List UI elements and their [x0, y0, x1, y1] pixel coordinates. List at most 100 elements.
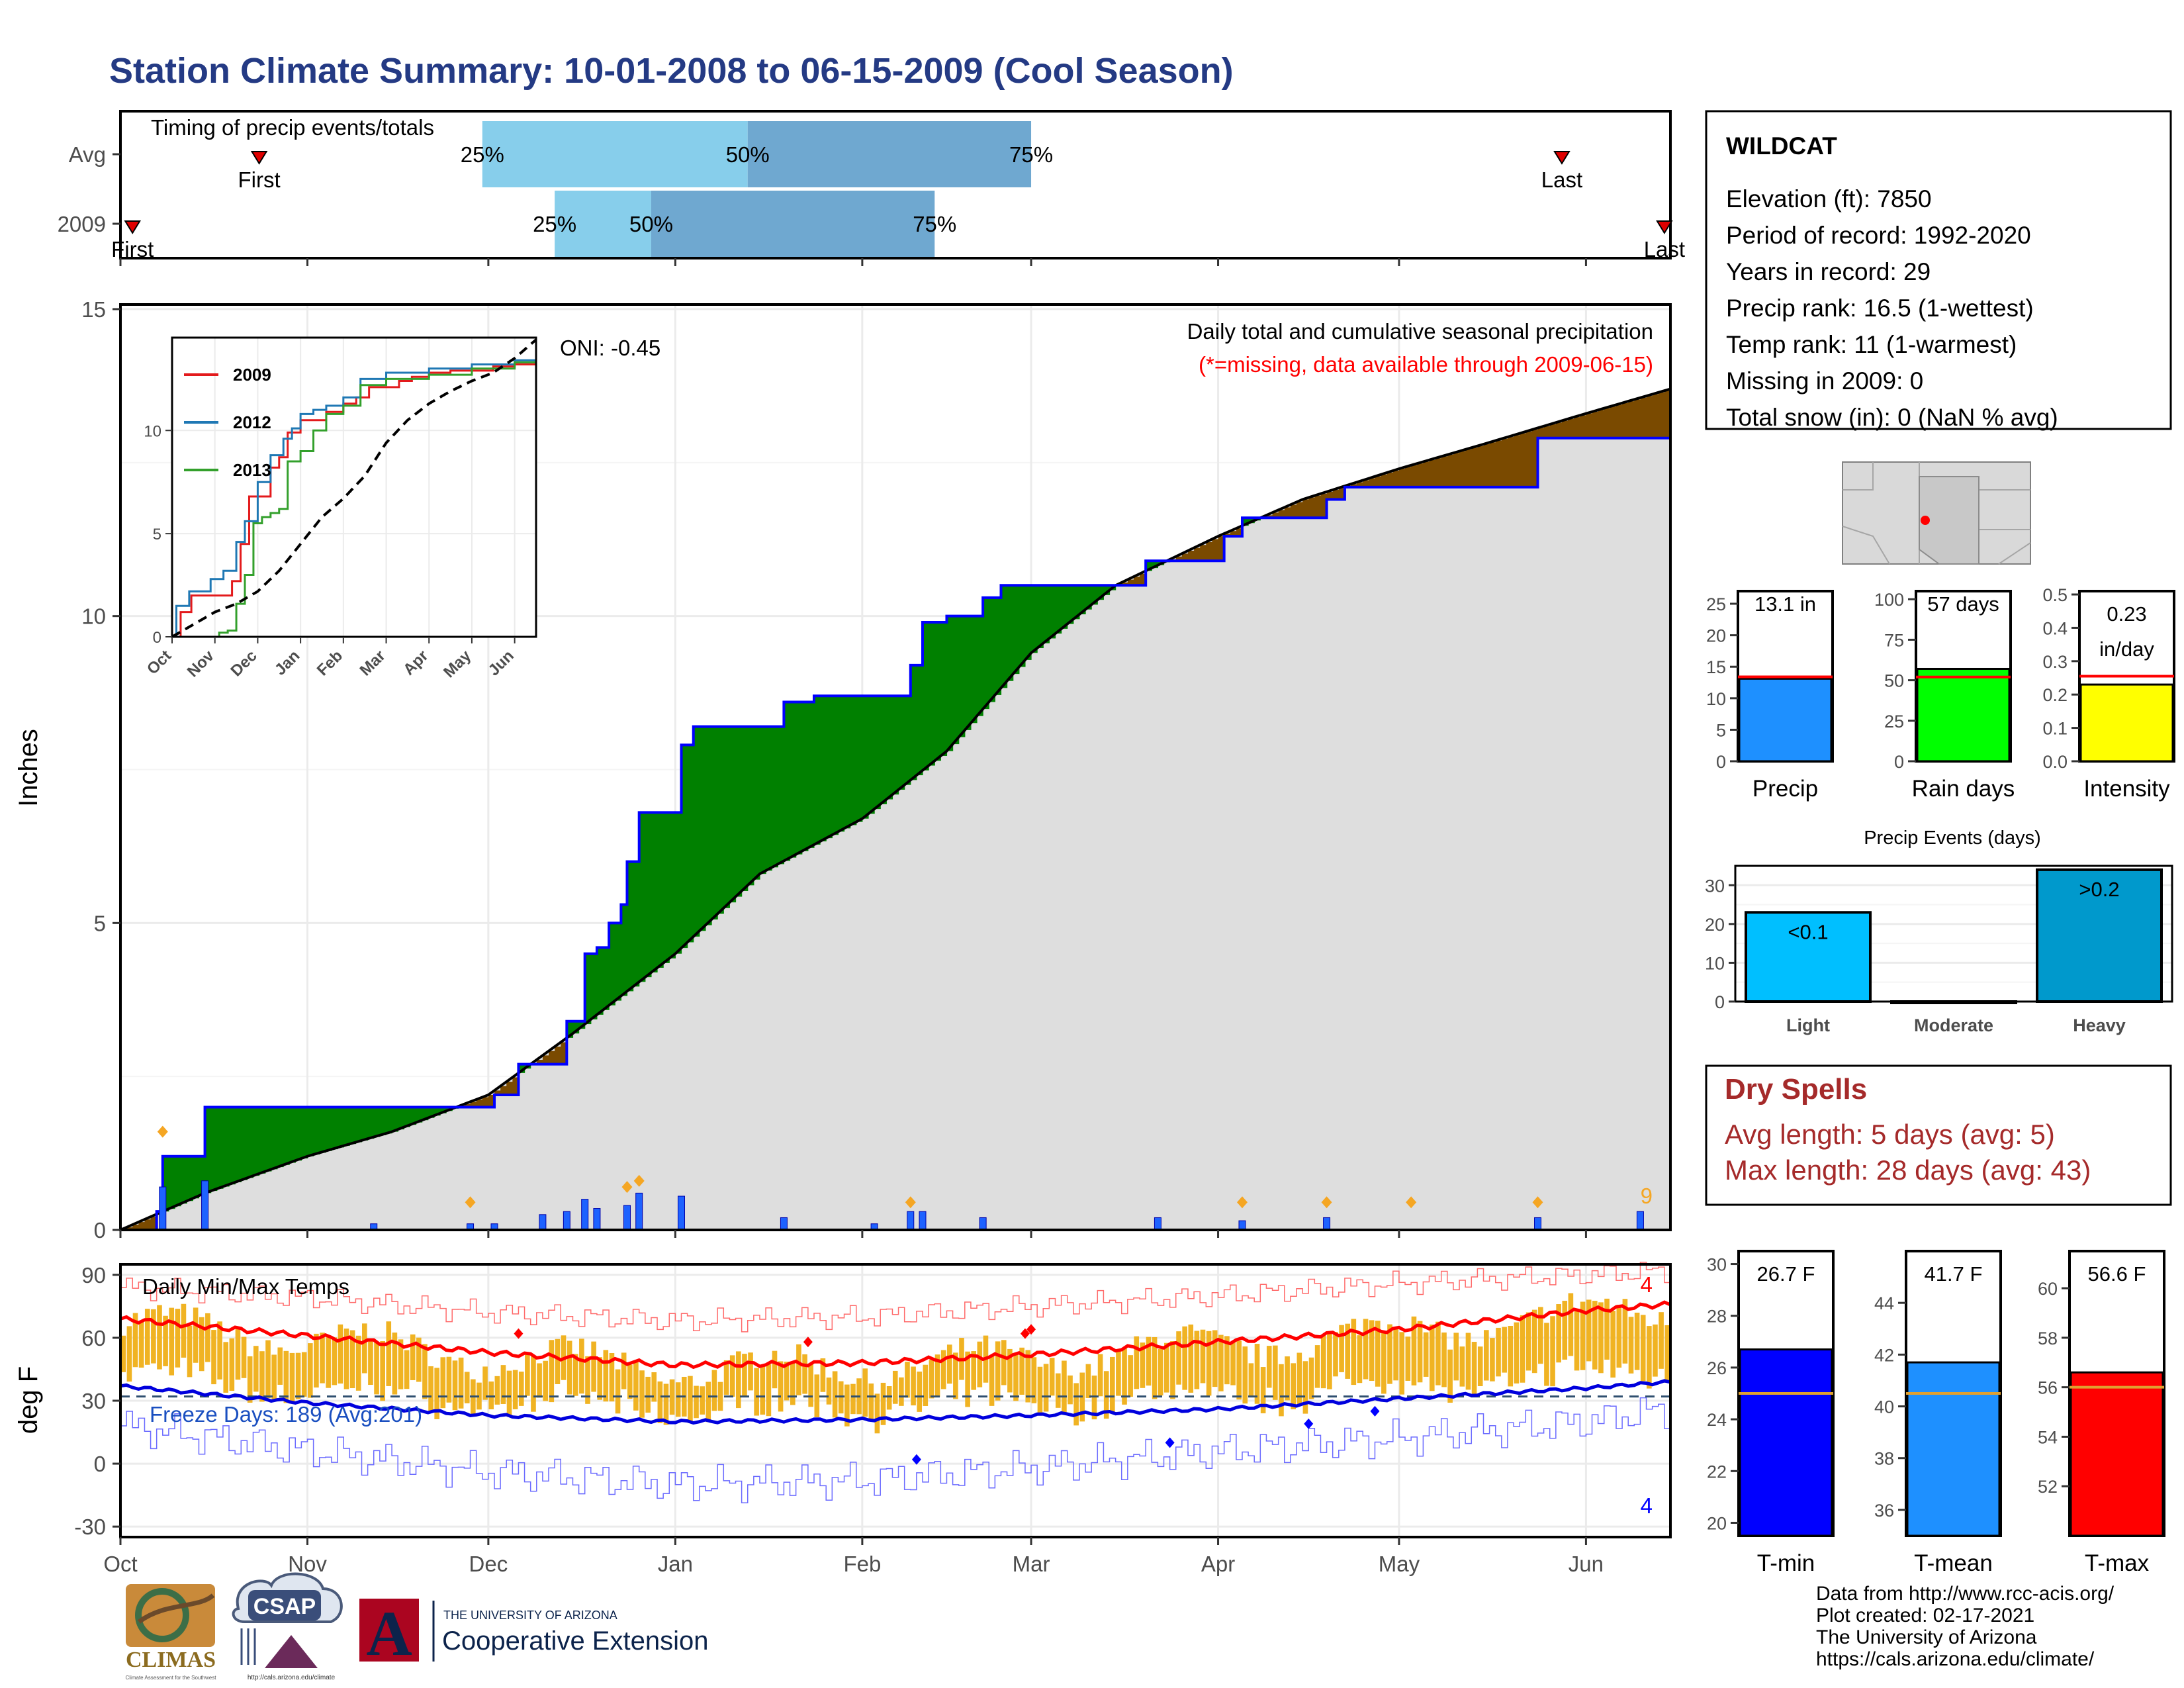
stat-value-bar	[1739, 1348, 1833, 1537]
daily-temp-range-bar	[1140, 1342, 1146, 1388]
above-average-band	[277, 1107, 284, 1168]
first-event-marker	[124, 220, 142, 234]
below-average-band	[1332, 489, 1340, 500]
above-average-band	[1001, 585, 1008, 688]
average-cumulative-line	[120, 387, 1671, 1231]
event-category-label: Heavy	[2073, 1015, 2126, 1035]
stat-ytick-label: 36	[1874, 1501, 1894, 1521]
daily-temp-range-bar	[1490, 1338, 1495, 1382]
daily-temp-range-bar	[1085, 1364, 1091, 1398]
below-average-band	[1658, 392, 1665, 438]
daily-temp-range-bar	[144, 1309, 150, 1365]
below-average-band	[1622, 402, 1629, 438]
station-info-line: Missing in 2009: 0	[1726, 367, 1923, 395]
daily-temp-range-bar	[314, 1333, 319, 1388]
station-name: WILDCAT	[1726, 132, 1837, 160]
below-average-band	[1272, 512, 1279, 518]
temp-ytick-label: 90	[81, 1263, 106, 1288]
above-average-band	[416, 1107, 423, 1123]
above-average-band	[699, 726, 706, 931]
above-average-band	[995, 597, 1002, 695]
stat-ytick-label: 54	[2038, 1427, 2058, 1447]
daily-temp-range-bar	[1152, 1336, 1158, 1399]
month-label: Jun	[1569, 1552, 1604, 1576]
below-average-band	[1417, 463, 1424, 487]
station-info-line: Years in record: 29	[1726, 258, 1931, 285]
average-cumulative-area	[120, 389, 1670, 1230]
below-average-band	[1284, 507, 1291, 518]
daily-temp-range-bar	[663, 1383, 669, 1425]
below-average-band	[1423, 461, 1430, 487]
timing-title: Timing of precip events/totals	[151, 115, 434, 140]
above-average-band	[1037, 585, 1044, 649]
daily-temp-range-bar	[929, 1360, 934, 1399]
daily-temp-range-bar	[1622, 1299, 1628, 1364]
daily-temp-range-bar	[911, 1366, 916, 1406]
above-average-band	[657, 812, 664, 968]
daily-temp-range-bar	[265, 1340, 271, 1399]
daily-precip-bar	[539, 1214, 547, 1231]
above-average-band	[385, 1107, 392, 1134]
above-average-band	[247, 1107, 254, 1178]
below-average-band	[144, 1219, 152, 1230]
daily-temp-range-bar	[506, 1370, 512, 1417]
below-average-band	[1357, 482, 1363, 487]
temp-ytick-label: -30	[74, 1515, 106, 1539]
below-average-band	[561, 1042, 567, 1064]
daily-temp-range-bar	[1653, 1324, 1658, 1377]
csap-logo: CSAP http://cals.arizona.edu/climate	[232, 1572, 343, 1681]
below-average-band	[1514, 435, 1520, 487]
daily-precip-bar	[919, 1211, 927, 1231]
below-average-band	[506, 1082, 513, 1095]
above-average-band	[868, 696, 875, 814]
dry-spells-box: Dry Spells Avg length: 5 days (avg: 5) M…	[1705, 1064, 2172, 1206]
below-average-band	[1200, 545, 1206, 561]
inset-frame	[171, 336, 537, 638]
above-average-band	[946, 616, 954, 751]
above-average-band	[373, 1107, 381, 1137]
below-average-band	[1646, 396, 1653, 438]
daily-temp-range-bar	[1574, 1308, 1580, 1371]
daily-temp-range-bar	[1531, 1309, 1537, 1374]
above-average-band	[989, 597, 995, 702]
above-average-band	[241, 1107, 248, 1180]
timing-bar-25-50	[555, 191, 651, 257]
daily-temp-range-bar	[458, 1357, 464, 1409]
daily-temp-range-bar	[862, 1368, 868, 1417]
daily-temp-range-bar	[742, 1354, 747, 1398]
above-average-band	[639, 812, 646, 982]
below-average-band	[1369, 478, 1376, 487]
daily-temp-range-bar	[1128, 1355, 1133, 1397]
daily-temp-range-bar	[1616, 1305, 1622, 1368]
daily-temp-range-bar	[386, 1321, 392, 1386]
above-average-band	[162, 1156, 169, 1212]
record-temp-diamond	[1165, 1437, 1175, 1448]
stat-ytick-label: 40	[1874, 1397, 1894, 1417]
credit-line: Data from http://www.rcc-acis.org/	[1816, 1583, 2115, 1605]
daily-temp-range-bar	[1103, 1371, 1109, 1419]
station-location-marker	[1921, 516, 1930, 525]
daily-temp-range-bar	[1580, 1301, 1586, 1370]
daily-temp-range-bar	[796, 1344, 801, 1395]
above-average-band	[518, 1064, 525, 1073]
above-average-band	[826, 696, 833, 839]
above-average-band	[205, 1107, 212, 1194]
above-average-band	[181, 1156, 187, 1204]
daily-precip-bar	[1534, 1217, 1542, 1231]
month-label: Jan	[658, 1552, 693, 1576]
inset-ytick-label: 5	[153, 526, 161, 543]
stat-ytick-label: 10	[1706, 689, 1726, 709]
above-average-band	[271, 1107, 278, 1170]
last-event-marker	[1553, 151, 1570, 165]
daily-temp-range-bar	[1357, 1335, 1363, 1383]
stat-chart-t-max: 52 54 56 58 60 T-max 56.6 F	[2038, 1250, 2165, 1576]
above-average-band	[1031, 585, 1038, 653]
inset-ytick-label: 0	[153, 629, 161, 647]
daily-temp-range-bar	[579, 1338, 584, 1394]
above-average-band	[1007, 585, 1014, 681]
record-min-line	[120, 1397, 1671, 1504]
daily-temp-range-bar	[1200, 1329, 1206, 1383]
below-average-band	[1568, 418, 1574, 438]
above-average-band	[319, 1107, 326, 1153]
